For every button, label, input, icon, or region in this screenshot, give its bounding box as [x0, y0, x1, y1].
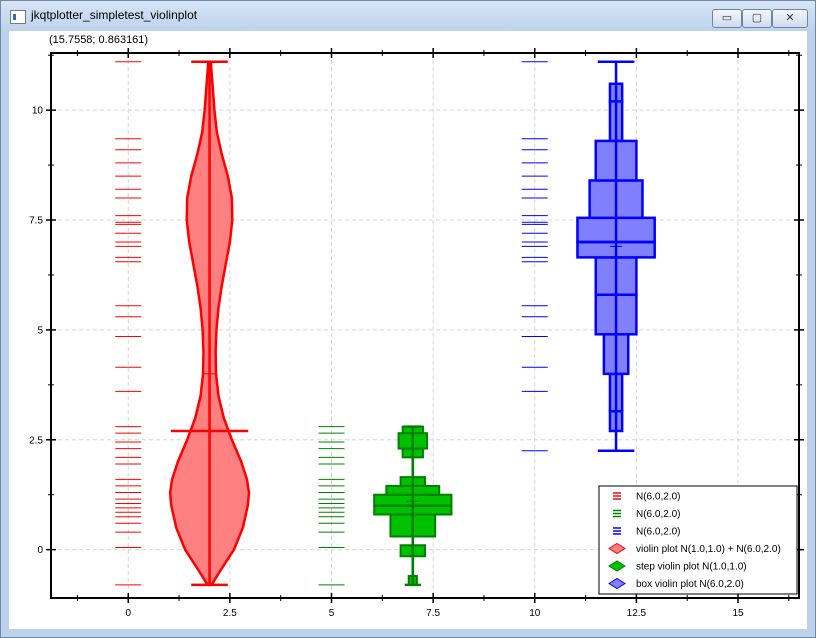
legend-label: N(6.0,2.0) [636, 509, 680, 520]
x-tick-label: 12.5 [627, 608, 647, 619]
plot-widget[interactable]: (15.7558; 0.863161) 0 2.5 5 7.5 10 12.5 15 0 2.5… [9, 31, 807, 629]
y-tick-label: 2.5 [29, 435, 43, 446]
x-tick-label: 7.5 [426, 608, 440, 619]
legend-box [598, 485, 798, 595]
title-bar[interactable]: jkqtplotter_simpletest_violinplot ▭ ▢ ✕ [1, 1, 815, 31]
maximize-button[interactable]: ▢ [742, 9, 772, 28]
y-tick-label: 10 [32, 106, 44, 117]
y-tick-label: 5 [37, 325, 43, 336]
legend-violin-icon [608, 560, 626, 572]
app-icon [10, 10, 26, 24]
legend: N(6.0,2.0) N(6.0,2.0) N(6.0,2.0) violin plo… [598, 485, 798, 595]
legend-violin-icon [608, 577, 626, 590]
rug-series-2 [521, 61, 548, 452]
legend-label: step violin plot N(1.0,1.0) [636, 562, 747, 573]
legend-label: violin plot N(1.0,1.0) + N(6.0,2.0) [636, 544, 781, 555]
x-tick-label: 2.5 [223, 608, 237, 619]
close-button[interactable]: ✕ [772, 9, 808, 28]
x-tick-label: 5 [329, 608, 335, 619]
y-tick-label: 7.5 [29, 216, 43, 227]
violin-chart[interactable]: 0 2.5 5 7.5 10 12.5 1502.557.510N(6.0,2.0)N(6.… [9, 31, 807, 629]
x-tick-label: 0 [125, 608, 131, 619]
legend-label: N(6.0,2.0) [636, 527, 680, 538]
plot-frame [50, 52, 800, 599]
x-tick-label: 10 [529, 608, 541, 619]
legend-label: N(6.0,2.0) [636, 492, 680, 503]
rug-series-1 [318, 426, 345, 586]
legend-violin-icon [608, 542, 626, 555]
mouse-coordinate-readout: (15.7558; 0.863161) [49, 34, 149, 46]
x-tick-label: 15 [732, 608, 744, 619]
rug-series-0 [115, 61, 142, 586]
legend-label: box violin plot N(6.0,2.0) [636, 579, 744, 590]
y-tick-label: 0 [37, 545, 43, 556]
window-title: jkqtplotter_simpletest_violinplot [31, 8, 198, 22]
minimize-button[interactable]: ▭ [712, 9, 742, 28]
